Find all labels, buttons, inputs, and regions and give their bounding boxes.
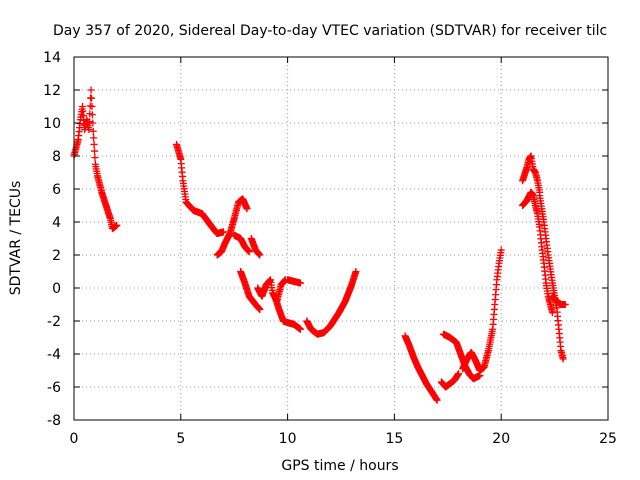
y-tick-label: 6 (52, 182, 61, 198)
x-tick-label: 10 (279, 431, 297, 447)
data-point (88, 103, 96, 110)
data-point (561, 301, 569, 308)
data-point (91, 147, 99, 155)
x-tick-label: 5 (176, 431, 185, 447)
data-point (113, 221, 121, 229)
y-tick-label: -6 (47, 380, 61, 396)
data-point (256, 305, 264, 313)
y-tick-label: -2 (47, 314, 61, 330)
data-arc (173, 140, 228, 238)
data-point (85, 118, 93, 126)
data-arc (70, 86, 121, 233)
data-arc (548, 292, 569, 308)
data-point (433, 396, 441, 404)
y-tick-label: 10 (43, 116, 61, 132)
data-arc (459, 246, 505, 374)
x-tick-label: 20 (492, 431, 510, 447)
data-arc (303, 268, 360, 338)
y-tick-label: -4 (47, 347, 61, 363)
data-point (352, 268, 360, 275)
data-point (85, 126, 93, 134)
x-tick-label: 0 (70, 431, 79, 447)
data-point (87, 86, 95, 94)
data-point (256, 251, 264, 259)
data-point (88, 94, 96, 102)
data-arc (519, 152, 544, 196)
data-point (89, 127, 97, 135)
data-arc (284, 276, 304, 287)
data-arc (401, 332, 441, 404)
x-axis-label: GPS time / hours (281, 458, 398, 474)
data-point (91, 154, 99, 162)
y-axis-label: SDTVAR / TECUs (8, 181, 24, 296)
y-tick-label: -8 (47, 413, 61, 429)
plot-frame (73, 56, 609, 421)
data-arc (247, 235, 264, 259)
axis-ticks: 0 5 10 15 20 25 -8 -6 -4 -2 0 2 4 6 8 10 12 14 (43, 50, 617, 447)
y-tick-label: 0 (52, 281, 61, 297)
data-arc (437, 370, 462, 391)
x-tick-label: 25 (599, 431, 617, 447)
data-point (548, 309, 556, 317)
data-point (220, 228, 228, 236)
y-tick-label: 8 (52, 149, 61, 165)
data-point (245, 248, 253, 256)
data-point (90, 140, 98, 148)
data-arc (271, 292, 304, 333)
data-arc (237, 268, 264, 313)
data-point (559, 355, 567, 363)
y-tick-label: 14 (43, 50, 61, 66)
y-tick-label: 2 (52, 248, 61, 264)
data-points (70, 86, 569, 404)
y-tick-label: 12 (43, 83, 61, 99)
data-point (243, 205, 251, 213)
data-point (88, 111, 96, 119)
data-point (296, 325, 304, 333)
data-point (497, 246, 505, 254)
data-point (454, 370, 462, 378)
data-arc (213, 195, 251, 259)
y-tick-label: 4 (52, 215, 61, 231)
data-point (89, 119, 97, 127)
grid-lines (74, 57, 608, 420)
x-tick-label: 15 (385, 431, 403, 447)
chart-title: Day 357 of 2020, Sidereal Day-to-day VTE… (53, 23, 607, 39)
data-point (90, 134, 98, 142)
data-point (296, 279, 304, 287)
data-arc (230, 231, 253, 256)
